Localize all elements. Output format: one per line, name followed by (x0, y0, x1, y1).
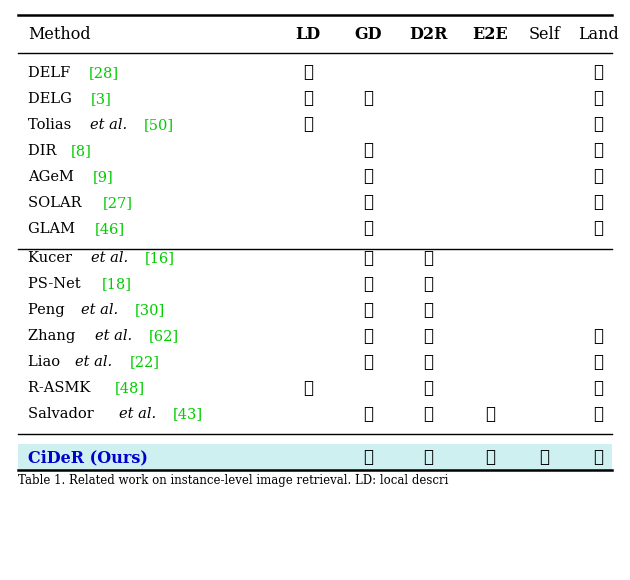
Text: ✓: ✓ (363, 354, 373, 371)
Text: ✓: ✓ (363, 449, 373, 466)
Text: ✓: ✓ (423, 405, 433, 423)
Text: ✓: ✓ (363, 302, 373, 318)
Text: ✓: ✓ (303, 90, 313, 107)
Text: Self: Self (528, 26, 560, 43)
Text: [28]: [28] (88, 66, 118, 80)
Text: SOLAR: SOLAR (28, 196, 86, 210)
Text: [48]: [48] (115, 381, 144, 395)
Text: DIR: DIR (28, 144, 61, 158)
Text: ✓: ✓ (593, 405, 603, 423)
Text: ✓: ✓ (485, 405, 495, 423)
Text: ✓: ✓ (363, 328, 373, 345)
Text: Kucer: Kucer (28, 251, 77, 265)
Text: ✓: ✓ (363, 143, 373, 160)
Text: [30]: [30] (135, 303, 165, 317)
Text: ✓: ✓ (593, 168, 603, 186)
Text: [22]: [22] (129, 355, 159, 369)
Text: ✓: ✓ (423, 379, 433, 397)
Text: AGeM: AGeM (28, 170, 79, 184)
Text: ✓: ✓ (303, 379, 313, 397)
Text: ✓: ✓ (363, 220, 373, 237)
Text: ✓: ✓ (423, 328, 433, 345)
Text: GLAM: GLAM (28, 222, 79, 236)
Text: ✓: ✓ (539, 449, 549, 466)
Text: Tolias: Tolias (28, 118, 76, 132)
Text: ✓: ✓ (593, 143, 603, 160)
Text: R-ASMK: R-ASMK (28, 381, 95, 395)
Text: ✓: ✓ (593, 328, 603, 345)
Text: Zhang: Zhang (28, 329, 80, 343)
Text: ✓: ✓ (363, 249, 373, 267)
Text: ✓: ✓ (423, 302, 433, 318)
Text: ✓: ✓ (363, 168, 373, 186)
Text: ✓: ✓ (593, 64, 603, 81)
Text: ✓: ✓ (593, 449, 603, 466)
Text: [43]: [43] (173, 407, 203, 421)
Text: [27]: [27] (103, 196, 133, 210)
Text: ✓: ✓ (363, 90, 373, 107)
Text: PS-Net: PS-Net (28, 277, 85, 291)
Text: [18]: [18] (102, 277, 132, 291)
Text: DELF: DELF (28, 66, 75, 80)
Text: [3]: [3] (91, 92, 112, 106)
Text: [50]: [50] (144, 118, 174, 132)
Text: [46]: [46] (94, 222, 125, 236)
Text: et al.: et al. (119, 407, 156, 421)
Text: et al.: et al. (89, 118, 127, 132)
Text: et al.: et al. (76, 355, 113, 369)
Text: [9]: [9] (93, 170, 114, 184)
Text: Method: Method (28, 26, 91, 43)
Text: ✓: ✓ (593, 117, 603, 133)
Text: ✓: ✓ (423, 354, 433, 371)
Text: GD: GD (354, 26, 382, 43)
Text: E2E: E2E (472, 26, 508, 43)
Text: ✓: ✓ (593, 354, 603, 371)
Text: ✓: ✓ (593, 379, 603, 397)
Text: ✓: ✓ (593, 194, 603, 212)
Text: DELG: DELG (28, 92, 76, 106)
Text: Salvador: Salvador (28, 407, 98, 421)
Text: et al.: et al. (95, 329, 132, 343)
Text: et al.: et al. (91, 251, 128, 265)
Text: ✓: ✓ (485, 449, 495, 466)
Text: [8]: [8] (71, 144, 91, 158)
Text: CiDeR (Ours): CiDeR (Ours) (28, 449, 148, 466)
Text: ✓: ✓ (363, 194, 373, 212)
Text: et al.: et al. (81, 303, 118, 317)
Text: ✓: ✓ (363, 276, 373, 292)
Text: Liao: Liao (28, 355, 65, 369)
Text: ✓: ✓ (423, 276, 433, 292)
Text: [62]: [62] (149, 329, 179, 343)
Text: Peng: Peng (28, 303, 69, 317)
Text: ✓: ✓ (363, 405, 373, 423)
Text: ✓: ✓ (593, 220, 603, 237)
Text: LD: LD (295, 26, 321, 43)
Text: Table 1. Related work on instance-level image retrieval. LD: local descri: Table 1. Related work on instance-level … (18, 474, 449, 487)
Text: ✓: ✓ (303, 117, 313, 133)
FancyBboxPatch shape (18, 444, 612, 472)
Text: [16]: [16] (145, 251, 175, 265)
Text: Land: Land (578, 26, 619, 43)
Text: ✓: ✓ (423, 449, 433, 466)
Text: D2R: D2R (409, 26, 447, 43)
Text: ✓: ✓ (593, 90, 603, 107)
Text: ✓: ✓ (303, 64, 313, 81)
Text: ✓: ✓ (423, 249, 433, 267)
